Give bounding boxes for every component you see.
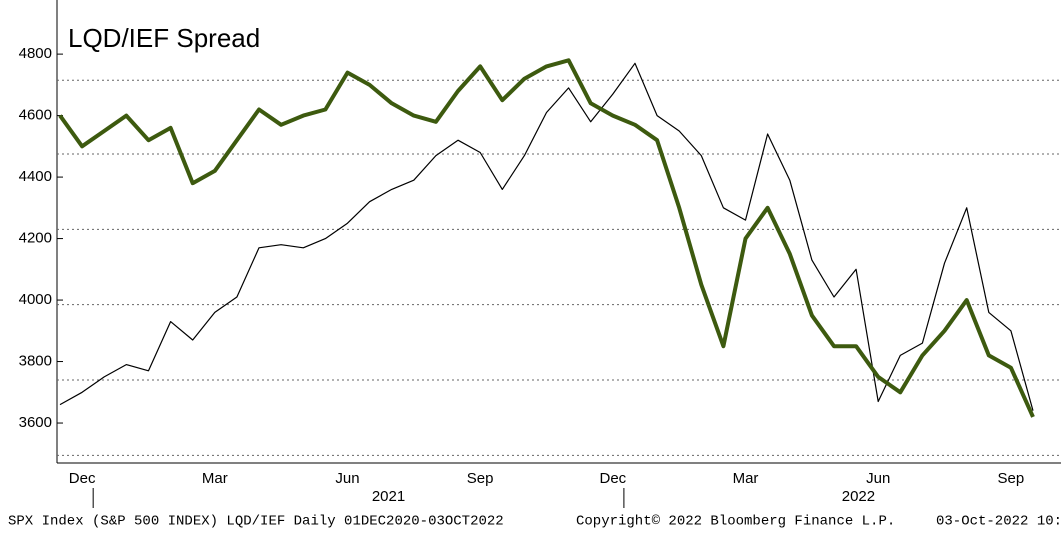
series-line (58, 58, 1035, 418)
footer-copyright: Copyright© 2022 Bloomberg Finance L.P. (576, 514, 895, 530)
year-label: 2021 (372, 488, 405, 505)
x-tick-label: Jun (866, 470, 890, 487)
footer-source: SPX Index (S&P 500 INDEX) LQD/IEF Daily … (8, 514, 504, 530)
series-line (59, 62, 1034, 411)
x-tick-label: Sep (998, 470, 1025, 487)
x-tick-label: Mar (202, 470, 228, 487)
x-tick-label: Sep (467, 470, 494, 487)
x-tick-label: Dec (69, 470, 96, 487)
y-tick-label: 3600 (19, 414, 52, 431)
year-label: 2022 (842, 488, 875, 505)
footer-date: 03-Oct-2022 10: (936, 514, 1061, 530)
y-tick-label: 4000 (19, 291, 52, 308)
x-tick-label: Dec (599, 470, 626, 487)
y-tick-label: 4600 (19, 107, 52, 124)
y-tick-label: 4400 (19, 168, 52, 185)
y-tick-label: 4800 (19, 45, 52, 62)
y-tick-label: 3800 (19, 353, 52, 370)
chart-title: LQD/IEF Spread (68, 23, 260, 53)
y-tick-label: 4200 (19, 230, 52, 247)
x-tick-label: Jun (335, 470, 359, 487)
x-tick-label: Mar (733, 470, 759, 487)
